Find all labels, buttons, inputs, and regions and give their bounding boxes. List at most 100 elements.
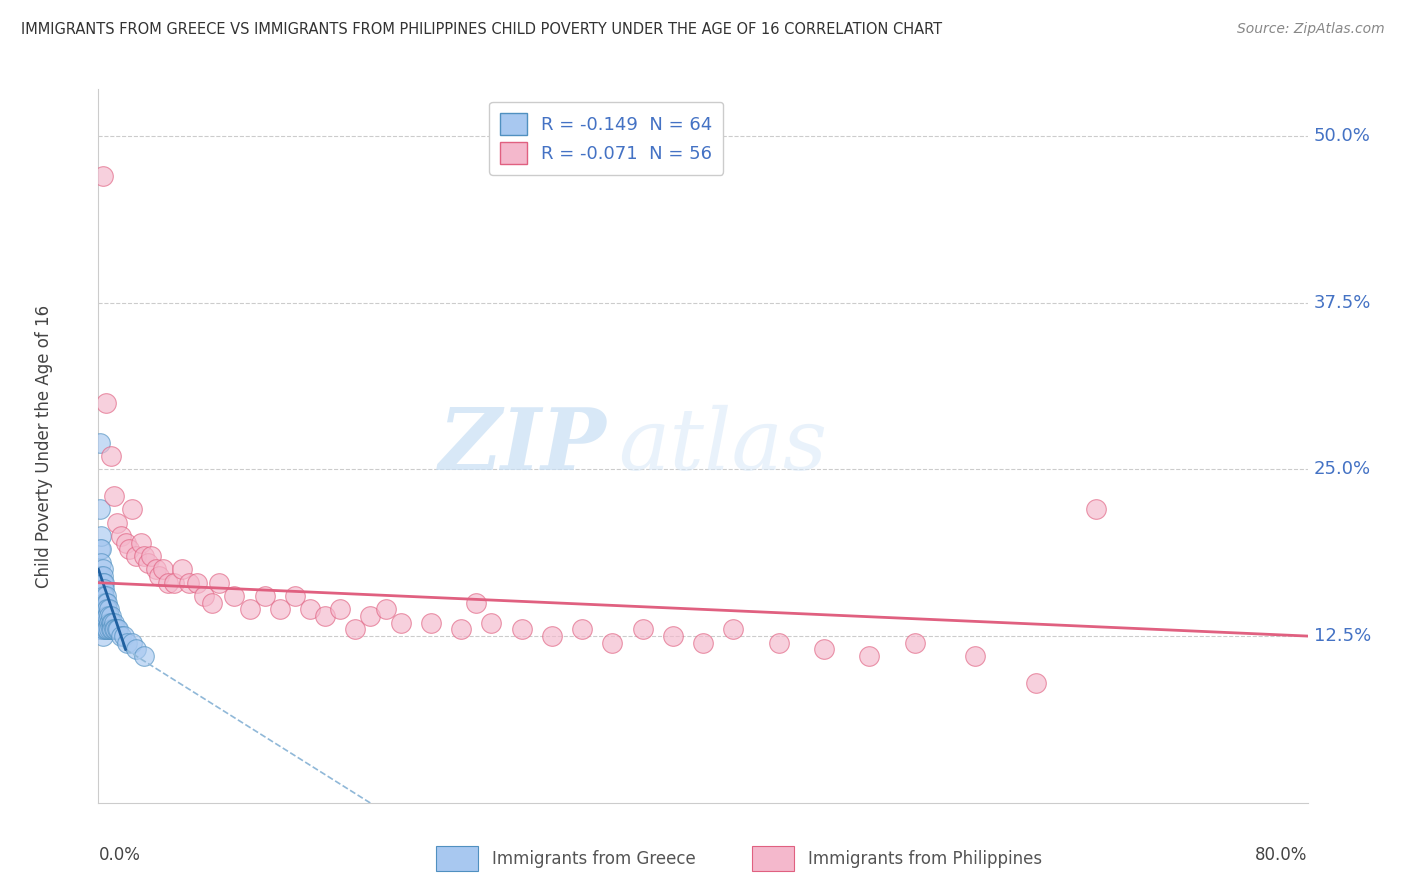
- Point: [91, 629, 114, 643]
- Point: [93, 609, 115, 624]
- Point: [314, 609, 336, 624]
- Text: Immigrants from Philippines: Immigrants from Philippines: [808, 849, 1043, 868]
- Point: [90, 582, 112, 597]
- Point: [170, 562, 193, 576]
- Point: [94, 615, 117, 630]
- Point: [136, 556, 159, 570]
- Point: [90, 623, 112, 637]
- Point: [329, 602, 352, 616]
- Point: [94, 596, 117, 610]
- Point: [904, 636, 927, 650]
- Point: [91, 569, 114, 583]
- Text: Immigrants from Greece: Immigrants from Greece: [492, 849, 696, 868]
- Point: [1024, 675, 1046, 690]
- Point: [389, 615, 412, 630]
- Point: [112, 629, 135, 643]
- Point: [101, 615, 124, 630]
- Point: [253, 589, 276, 603]
- Point: [91, 615, 114, 630]
- Point: [98, 602, 121, 616]
- Point: [721, 623, 744, 637]
- Text: 80.0%: 80.0%: [1256, 846, 1308, 863]
- Bar: [752, 847, 794, 871]
- Point: [224, 589, 246, 603]
- Point: [129, 535, 152, 549]
- Point: [510, 623, 533, 637]
- Text: 25.0%: 25.0%: [1313, 460, 1371, 478]
- Point: [186, 575, 208, 590]
- Point: [105, 516, 128, 530]
- Point: [94, 602, 117, 616]
- Point: [93, 582, 115, 597]
- Point: [89, 502, 111, 516]
- Point: [91, 169, 114, 183]
- Point: [91, 575, 114, 590]
- Point: [152, 562, 174, 576]
- Point: [90, 609, 112, 624]
- Point: [344, 623, 367, 637]
- Point: [299, 602, 322, 616]
- Text: Child Poverty Under the Age of 16: Child Poverty Under the Age of 16: [35, 304, 53, 588]
- Point: [132, 649, 155, 664]
- Point: [193, 589, 215, 603]
- Point: [101, 623, 124, 637]
- Point: [540, 629, 562, 643]
- Point: [121, 636, 143, 650]
- Point: [141, 549, 163, 563]
- Point: [661, 629, 683, 643]
- Text: 50.0%: 50.0%: [1313, 127, 1371, 145]
- Point: [91, 596, 114, 610]
- Point: [201, 596, 224, 610]
- Point: [571, 623, 593, 637]
- Point: [90, 596, 112, 610]
- Point: [90, 602, 112, 616]
- Point: [89, 569, 111, 583]
- Point: [768, 636, 790, 650]
- Point: [96, 596, 118, 610]
- Point: [91, 623, 114, 637]
- Point: [121, 502, 143, 516]
- Point: [110, 629, 132, 643]
- Point: [94, 623, 117, 637]
- Point: [91, 582, 114, 597]
- Point: [103, 489, 125, 503]
- Point: [90, 529, 112, 543]
- Text: 37.5%: 37.5%: [1313, 293, 1371, 311]
- Point: [98, 615, 121, 630]
- Point: [118, 542, 141, 557]
- Bar: [436, 847, 478, 871]
- Legend: R = -0.149  N = 64, R = -0.071  N = 56: R = -0.149 N = 64, R = -0.071 N = 56: [489, 102, 724, 175]
- Point: [91, 589, 114, 603]
- Point: [103, 623, 125, 637]
- Point: [602, 636, 624, 650]
- Point: [100, 623, 122, 637]
- Point: [631, 623, 654, 637]
- Point: [89, 623, 111, 637]
- Point: [450, 623, 472, 637]
- Point: [419, 615, 441, 630]
- Point: [104, 623, 127, 637]
- Point: [110, 529, 132, 543]
- Point: [481, 615, 503, 630]
- Point: [114, 535, 136, 549]
- Point: [91, 602, 114, 616]
- Point: [94, 609, 117, 624]
- Point: [177, 575, 201, 590]
- Point: [94, 395, 117, 409]
- Point: [100, 615, 122, 630]
- Point: [96, 602, 118, 616]
- Point: [91, 562, 114, 576]
- Text: Source: ZipAtlas.com: Source: ZipAtlas.com: [1237, 22, 1385, 37]
- Point: [100, 449, 122, 463]
- Point: [115, 636, 138, 650]
- Point: [465, 596, 488, 610]
- Point: [103, 615, 125, 630]
- Point: [96, 609, 118, 624]
- Point: [90, 589, 112, 603]
- Point: [360, 609, 382, 624]
- Point: [96, 623, 118, 637]
- Point: [813, 642, 835, 657]
- Point: [90, 542, 112, 557]
- Point: [163, 575, 186, 590]
- Point: [105, 623, 128, 637]
